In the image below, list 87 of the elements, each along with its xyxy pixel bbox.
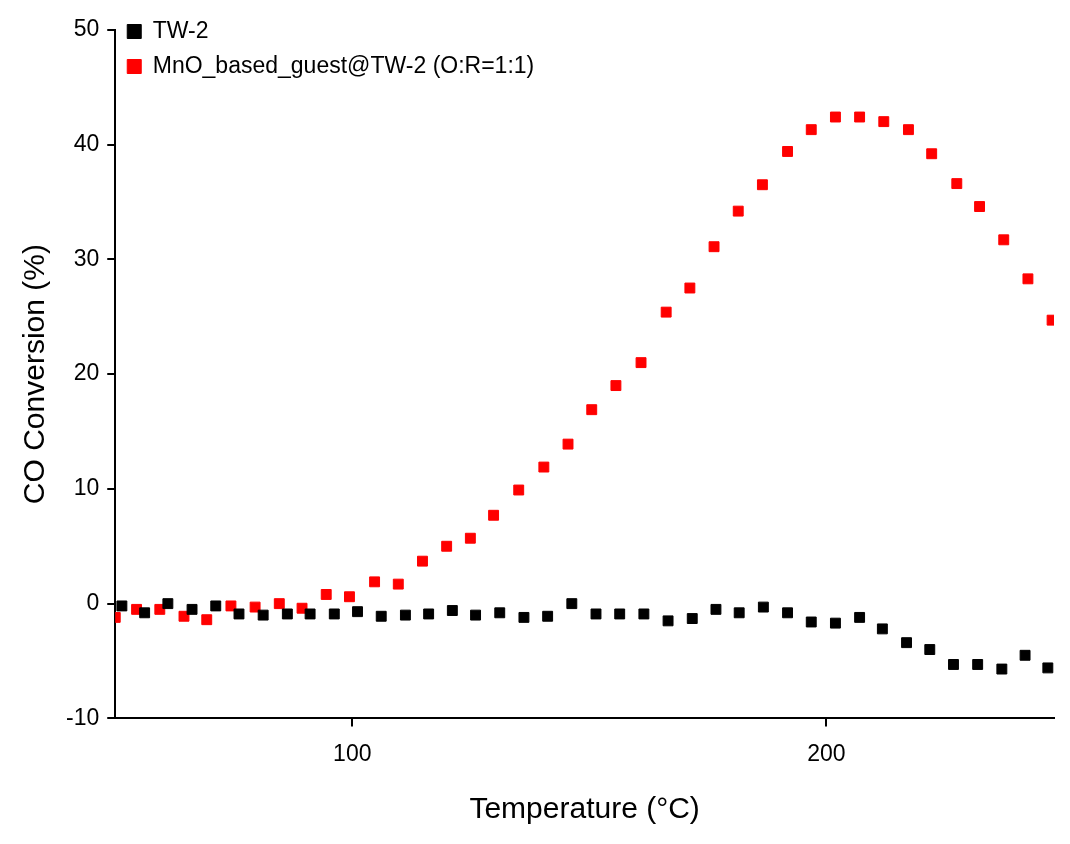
- point: [304, 608, 316, 620]
- point: [996, 663, 1008, 675]
- point: [805, 124, 817, 136]
- point: [590, 608, 602, 620]
- point: [876, 623, 888, 635]
- point: [974, 201, 986, 212]
- point: [273, 598, 285, 610]
- point: [586, 404, 598, 416]
- point: [352, 606, 363, 618]
- point: [951, 178, 963, 190]
- point: [686, 613, 698, 624]
- point: [610, 380, 622, 392]
- point: [518, 611, 530, 623]
- point: [542, 610, 554, 622]
- x-tick-label: 100: [333, 739, 372, 766]
- point: [494, 607, 506, 619]
- point: [662, 615, 674, 627]
- point: [470, 609, 482, 621]
- point: [1042, 662, 1054, 674]
- point: [375, 610, 387, 622]
- point: [660, 306, 672, 318]
- legend-label: TW-2: [152, 16, 209, 43]
- point: [638, 608, 650, 620]
- point: [1022, 273, 1034, 285]
- point: [441, 540, 453, 552]
- point: [257, 609, 269, 621]
- y-tick-label: 30: [73, 244, 100, 271]
- point: [210, 600, 222, 612]
- point: [464, 532, 476, 544]
- point: [423, 608, 435, 620]
- point: [369, 576, 381, 588]
- point: [320, 589, 332, 600]
- y-axis-title: CO Conversion (%): [17, 244, 51, 505]
- x-tick-label: 200: [807, 739, 846, 766]
- point: [854, 611, 866, 623]
- legend-label: MnO_based_guest@TW-2 (O:R=1:1): [152, 51, 535, 78]
- point: [757, 601, 769, 613]
- point: [225, 600, 237, 612]
- point: [732, 205, 744, 217]
- point: [162, 598, 174, 610]
- point: [926, 148, 938, 160]
- y-tick-label: 10: [73, 474, 100, 501]
- point: [399, 609, 411, 621]
- point: [901, 637, 912, 649]
- point: [998, 234, 1010, 246]
- point: [708, 241, 720, 253]
- point: [392, 578, 404, 590]
- point: [878, 116, 890, 128]
- point: [782, 146, 793, 157]
- point: [1019, 649, 1031, 661]
- point: [710, 603, 722, 615]
- point: [513, 484, 525, 496]
- point: [924, 644, 936, 655]
- y-tick-label: 40: [73, 129, 100, 156]
- point: [948, 659, 959, 670]
- point: [854, 111, 866, 123]
- point: [538, 461, 550, 473]
- point: [614, 608, 626, 620]
- y-tick-label: 0: [86, 588, 100, 615]
- point: [417, 555, 428, 567]
- x-axis-title: Temperature (°C): [469, 791, 700, 825]
- point: [233, 608, 245, 620]
- y-tick-label: -10: [65, 703, 100, 730]
- point: [446, 605, 458, 616]
- point: [344, 591, 355, 603]
- point: [782, 607, 793, 619]
- point: [201, 614, 213, 626]
- point: [733, 607, 745, 619]
- point: [116, 600, 128, 612]
- point: [903, 124, 914, 136]
- point: [829, 111, 841, 123]
- point: [488, 509, 500, 521]
- point: [249, 601, 261, 613]
- point: [972, 659, 984, 670]
- point: [805, 616, 817, 628]
- y-tick-label: 20: [73, 359, 100, 386]
- point: [635, 357, 647, 369]
- point: [684, 282, 696, 294]
- point: [328, 608, 340, 620]
- y-tick-label: 50: [73, 15, 100, 42]
- point: [566, 598, 578, 610]
- point: [562, 438, 574, 450]
- point: [281, 608, 293, 620]
- point: [186, 603, 198, 615]
- point: [756, 179, 768, 191]
- point: [829, 617, 841, 629]
- point: [139, 607, 151, 619]
